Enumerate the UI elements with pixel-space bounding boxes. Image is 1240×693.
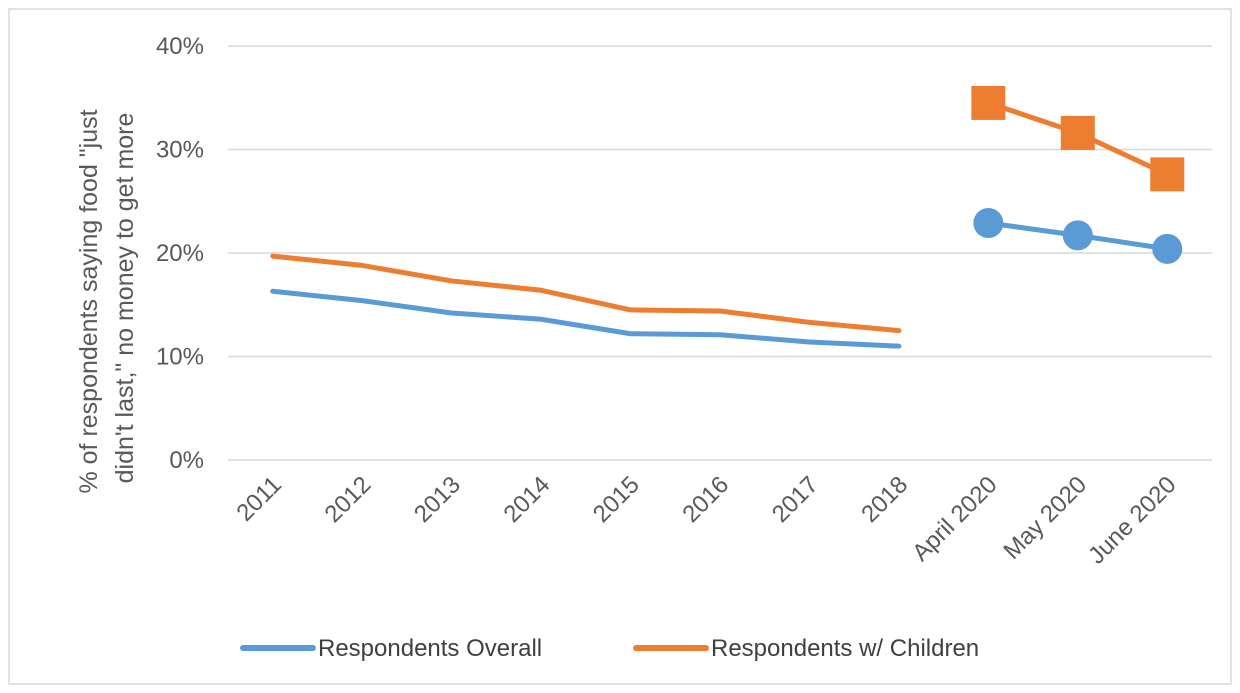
y-tick-label: 30% <box>156 137 204 164</box>
y-axis-title: % of respondents saying food "just didn'… <box>75 102 139 493</box>
y-tick-label: 10% <box>156 344 204 371</box>
data-point-marker <box>973 207 1004 238</box>
data-point-marker <box>971 85 1006 120</box>
data-point-marker <box>1060 115 1095 150</box>
chart-border <box>8 8 1232 685</box>
legend-label: Respondents Overall <box>318 635 542 662</box>
y-tick-label: 20% <box>156 240 204 267</box>
y-tick-label: 40% <box>156 33 204 60</box>
legend: Respondents Overall Respondents w/ Childr… <box>240 635 979 662</box>
y-axis-ticks: 0% 10% 20% 30% 40% <box>156 33 204 474</box>
gridlines <box>228 45 1212 461</box>
series-group <box>270 85 1185 349</box>
data-point-marker <box>1152 233 1183 264</box>
y-tick-label: 0% <box>169 447 204 474</box>
data-point-marker <box>1062 220 1093 251</box>
series-line-historical <box>270 253 902 334</box>
legend-label: Respondents w/ Children <box>711 635 979 662</box>
data-point-marker <box>1150 157 1185 192</box>
series-line-historical <box>270 288 902 349</box>
